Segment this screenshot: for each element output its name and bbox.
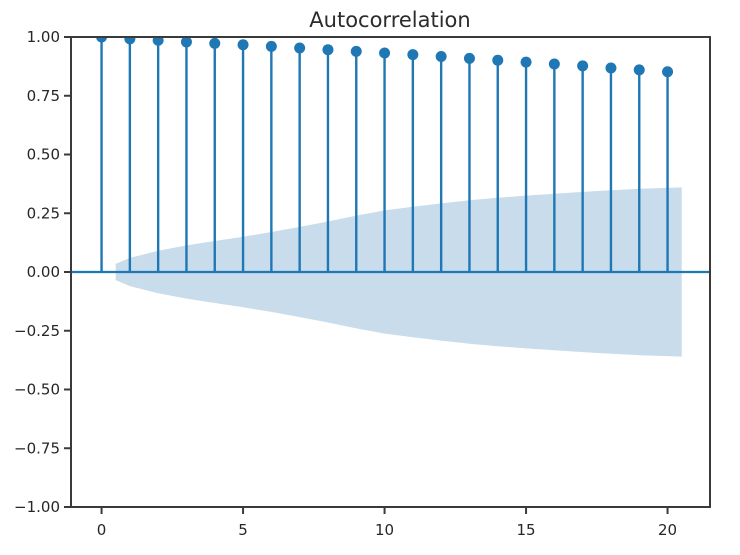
acf-marker	[322, 44, 334, 56]
acf-marker	[548, 58, 560, 70]
acf-marker	[605, 62, 617, 74]
acf-marker	[152, 37, 164, 46]
x-tick-label: 0	[97, 521, 107, 539]
acf-marker	[662, 66, 674, 78]
y-tick-label: 1.00	[27, 28, 60, 46]
x-tick-label: 5	[238, 521, 248, 539]
acf-marker	[407, 49, 419, 61]
stem-layer	[100, 37, 669, 272]
marker-layer	[96, 37, 674, 78]
x-tick-label: 15	[517, 521, 536, 539]
x-tick-label: 20	[658, 521, 677, 539]
y-tick-label: 0.50	[27, 146, 60, 164]
acf-marker	[435, 51, 447, 63]
acf-marker	[265, 40, 277, 52]
acf-marker	[379, 47, 391, 59]
acf-marker	[633, 64, 645, 76]
acf-marker	[96, 37, 108, 43]
y-tick-label: −0.25	[14, 322, 60, 340]
acf-marker	[350, 45, 362, 57]
acf-marker	[294, 42, 306, 54]
y-tick-label: −1.00	[14, 498, 60, 516]
acf-marker	[520, 56, 532, 68]
acf-marker	[180, 37, 192, 48]
y-tick-label: −0.50	[14, 381, 60, 399]
chart-title: Autocorrelation	[309, 8, 470, 32]
acf-marker	[577, 60, 589, 72]
y-tick-label: 0.75	[27, 87, 60, 105]
acf-marker	[463, 52, 475, 64]
acf-marker	[209, 37, 221, 49]
acf-marker	[492, 54, 504, 66]
y-tick-label: −0.75	[14, 439, 60, 457]
acf-marker	[124, 37, 136, 45]
tick-layer: 1.00 0.75 0.50 0.25 0.00 −0.25 −0.50 −0.75 −1.00…	[14, 28, 677, 539]
acf-marker	[237, 39, 249, 51]
y-tick-label: 0.00	[27, 263, 60, 281]
x-tick-label: 10	[375, 521, 394, 539]
y-tick-label: 0.25	[27, 204, 60, 222]
